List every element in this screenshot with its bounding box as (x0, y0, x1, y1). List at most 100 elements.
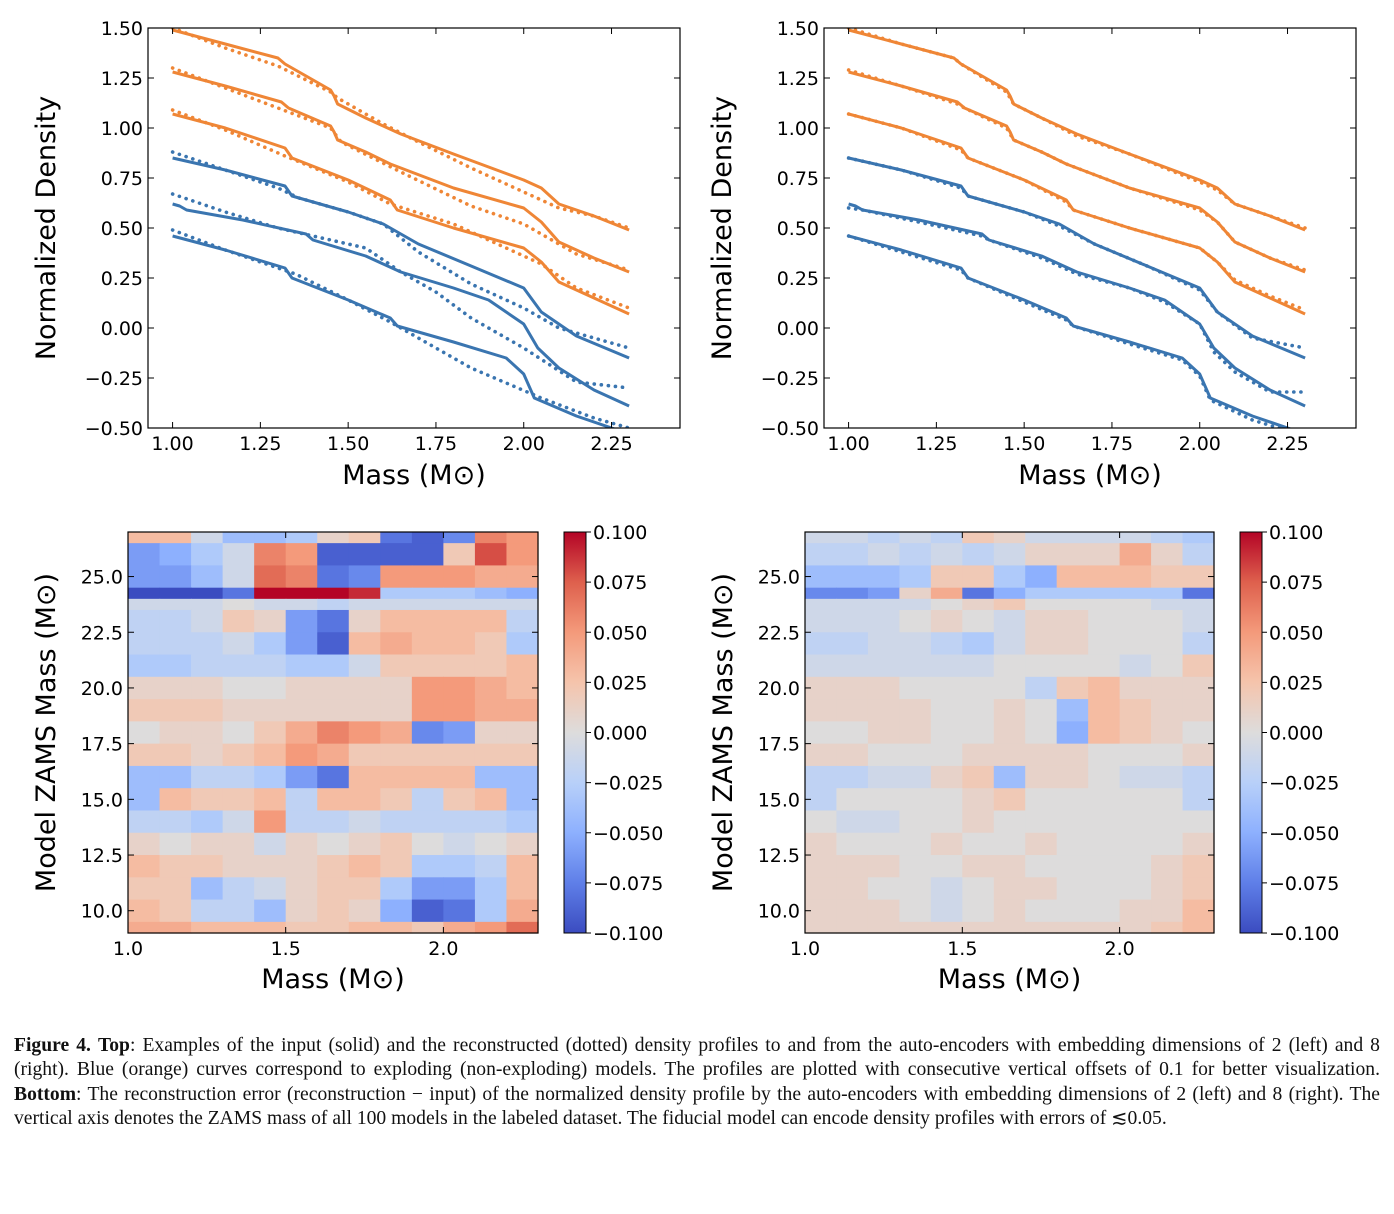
heatmap-cell (474, 899, 508, 923)
heatmap-cell (474, 810, 508, 834)
heatmap-cell (1056, 832, 1089, 856)
colorbar-tick-label: 0.000 (1269, 723, 1323, 745)
heatmap-cell (836, 765, 869, 789)
heatmap-cell (930, 587, 963, 600)
heatmap-cell (128, 587, 161, 600)
heatmap-cell (1025, 832, 1058, 856)
heatmap-cell (962, 810, 995, 834)
x-tick-label: 1.0 (790, 938, 820, 960)
heatmap-cell (1119, 921, 1152, 934)
heatmap-cell (962, 899, 995, 923)
heatmap-cell (930, 532, 963, 544)
heatmap-cell (506, 765, 539, 789)
heatmap-cell (1182, 877, 1215, 901)
heatmap-cell (191, 543, 224, 567)
heatmap-cell (443, 810, 476, 834)
heatmap-cell (1182, 899, 1215, 923)
heatmap-cell (317, 632, 350, 656)
heatmap-cell (474, 632, 508, 656)
heatmap-cell (411, 565, 444, 589)
heatmap-cell (348, 699, 381, 722)
heatmap-cell (1025, 532, 1058, 544)
heatmap-cell (1056, 788, 1089, 812)
x-axis-label: Mass (M⊙) (261, 964, 405, 995)
caption-bottom-text: : The reconstruction error (reconstructi… (14, 1083, 1380, 1129)
heatmap-cell (930, 743, 963, 767)
x-axis-label: Mass (M⊙) (938, 964, 1082, 995)
heatmap-cell (159, 899, 192, 923)
x-tick-label: 2.25 (1266, 433, 1308, 455)
non-exploding-dotted-curve (846, 28, 1307, 230)
heatmap-cell (380, 565, 413, 589)
heatmap-cell (867, 721, 900, 745)
heatmap-cell (1056, 855, 1089, 878)
heatmap-cell (317, 565, 350, 589)
heatmap-cell (317, 676, 350, 700)
exploding-dotted-curve (170, 228, 631, 428)
heatmap-cell (1025, 543, 1058, 567)
heatmap-cell (1151, 543, 1184, 567)
heatmap-cell (128, 832, 161, 856)
heatmap-cell (348, 921, 381, 934)
heatmap-cell (962, 765, 995, 789)
heatmap-cell (930, 543, 963, 567)
heatmap-cell (159, 598, 192, 611)
heatmap-cell (474, 765, 508, 789)
heatmap-cell (1056, 765, 1089, 789)
heatmap-cell (285, 587, 318, 600)
x-tick-label: 1.75 (1091, 433, 1133, 455)
colorbar-tick-label: 0.075 (1269, 572, 1323, 594)
non-exploding-dotted-curve (846, 68, 1307, 272)
heatmap-cell (474, 565, 508, 589)
heatmap-cell (867, 632, 900, 656)
heatmap-cell (506, 654, 539, 678)
y-tick-label: 0.25 (777, 268, 819, 290)
heatmap-cell (474, 654, 508, 678)
heatmap-cell (867, 765, 900, 789)
heatmap-cell (899, 810, 932, 834)
heatmap-cell (348, 743, 381, 767)
heatmap-cell (443, 598, 476, 611)
heatmap-cell (867, 699, 900, 722)
heatmap-cell (128, 598, 161, 611)
x-tick-label: 1.25 (915, 433, 957, 455)
heatmap-cell (962, 721, 995, 745)
heatmap-cell (805, 699, 838, 722)
heatmap-cell (317, 832, 350, 856)
heatmap-cell (317, 877, 350, 901)
heatmap-cell (1182, 721, 1215, 745)
heatmap-cell (506, 543, 539, 567)
heatmap-cell (348, 788, 381, 812)
heatmap-cell (1088, 832, 1121, 856)
x-tick-label: 1.5 (947, 938, 977, 960)
heatmap-cell (443, 788, 476, 812)
heatmap-cell (191, 587, 224, 600)
heatmap-cell (285, 654, 318, 678)
heatmap-cell (1088, 598, 1121, 611)
heatmap-cell (222, 654, 255, 678)
non-exploding-dotted-curve (846, 112, 1307, 312)
heatmap-cell (1025, 565, 1058, 589)
non-exploding-dotted-curve (170, 108, 631, 310)
heatmap-cell (1025, 788, 1058, 812)
heatmap-cell (1119, 532, 1152, 544)
heatmap-cell (1151, 565, 1184, 589)
heatmap-cell (1056, 565, 1089, 589)
heatmap-cell (380, 587, 413, 600)
x-tick-label: 1.50 (1003, 433, 1045, 455)
heatmap-cell (962, 654, 995, 678)
heatmap-cell (805, 532, 838, 544)
heatmap-cell (1056, 587, 1089, 600)
heatmap-cell (1025, 609, 1058, 633)
heatmap-cell (1088, 543, 1121, 567)
heatmap-cell (899, 654, 932, 678)
heatmap-cell (993, 587, 1026, 600)
heatmap-cell (159, 565, 192, 589)
heatmap-cell (1151, 810, 1184, 834)
heatmap-cell (805, 810, 838, 834)
heatmap-cell (411, 899, 444, 923)
heatmap-cell (348, 565, 381, 589)
heatmap-cell (805, 632, 838, 656)
heatmap-cell (1088, 765, 1121, 789)
heatmap-cell (1056, 654, 1089, 678)
